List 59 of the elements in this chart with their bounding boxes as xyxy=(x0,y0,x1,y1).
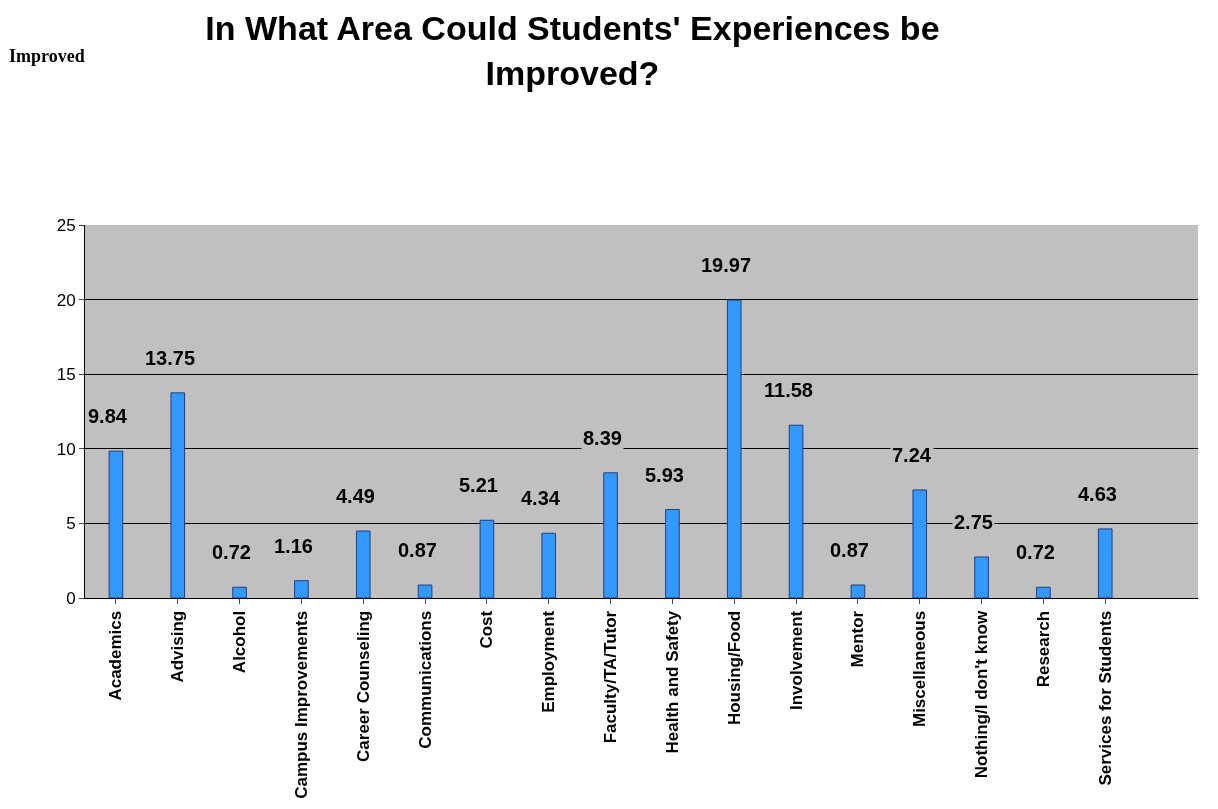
x-tick-label: Health and Safety xyxy=(662,610,682,754)
x-tick-label: Services for Students xyxy=(1095,610,1115,786)
data-label: 4.34 xyxy=(521,487,561,509)
y-tick-label: 15 xyxy=(56,365,76,385)
chart-title: In What Area Could Students' Experiences be Improved? xyxy=(205,9,940,92)
bar xyxy=(108,450,124,598)
data-label: 4.49 xyxy=(336,485,375,507)
x-tick-label: Advising xyxy=(168,610,188,683)
x-tick-label: Career Counseling xyxy=(353,610,373,762)
bar xyxy=(788,424,804,598)
bar xyxy=(912,489,928,598)
data-label: 2.75 xyxy=(954,511,993,533)
bar xyxy=(294,580,309,598)
x-tick-label: Cost xyxy=(477,610,497,649)
data-label: 11.58 xyxy=(764,379,813,401)
bar xyxy=(850,584,866,598)
data-label: 4.63 xyxy=(1078,483,1117,505)
x-tick-label: Employment xyxy=(539,610,559,713)
bar xyxy=(1097,528,1113,598)
bar xyxy=(665,509,680,598)
y-tick-label: 25 xyxy=(56,215,76,235)
data-label: 0.87 xyxy=(398,539,437,561)
text: Improved xyxy=(9,46,85,66)
data-label: 1.16 xyxy=(274,535,313,557)
x-tick-label: Campus Improvements xyxy=(291,610,311,799)
bar xyxy=(355,530,371,598)
data-label: 9.84 xyxy=(88,405,128,427)
bar xyxy=(726,299,742,598)
y-tick-label: 20 xyxy=(56,290,76,310)
x-tick-label: Academics xyxy=(106,610,126,701)
data-label: 5.93 xyxy=(645,464,684,486)
data-label: 7.24 xyxy=(892,444,932,466)
bar xyxy=(170,392,186,598)
data-label: 13.75 xyxy=(145,347,196,369)
data-label: 5.21 xyxy=(459,474,498,496)
x-tick-label: Nothing/I don't know xyxy=(972,610,992,779)
x-tick-label: Housing/Food xyxy=(724,610,744,726)
x-tick-label: Involvement xyxy=(786,610,806,710)
y-tick-label: 10 xyxy=(56,439,76,459)
bar xyxy=(1036,586,1051,598)
x-tick-label: Research xyxy=(1033,610,1053,688)
y-tick-label: 5 xyxy=(66,514,76,534)
x-tick-label: Communications xyxy=(415,610,435,749)
bar xyxy=(974,556,989,598)
data-label: 0.72 xyxy=(212,541,251,563)
bar xyxy=(541,532,557,598)
bar xyxy=(479,519,495,598)
x-tick-label: Faculty/TA/Tutor xyxy=(601,610,621,744)
data-label: 0.72 xyxy=(1016,541,1055,563)
bar xyxy=(603,472,618,598)
bar xyxy=(232,586,247,598)
x-tick-label: Miscellaneous xyxy=(910,610,930,728)
bar xyxy=(417,584,433,598)
data-label: 19.97 xyxy=(701,254,752,276)
x-tick-label: Alcohol xyxy=(230,610,250,674)
y-tick-label: 0 xyxy=(66,588,76,608)
data-label: 8.39 xyxy=(583,427,622,449)
data-label: 0.87 xyxy=(830,539,869,561)
x-tick-label: Mentor xyxy=(848,610,868,668)
